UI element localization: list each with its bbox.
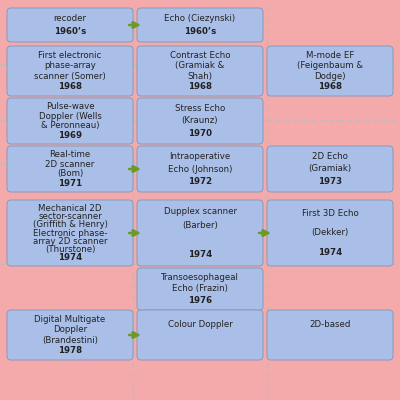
Text: Stress Echo: Stress Echo [175, 104, 225, 113]
FancyBboxPatch shape [267, 146, 393, 192]
Text: 1971: 1971 [58, 179, 82, 188]
Text: (Griffith & Henry): (Griffith & Henry) [32, 220, 108, 229]
Text: Colour Doppler: Colour Doppler [168, 320, 232, 329]
Text: Echo (Ciezynski): Echo (Ciezynski) [164, 14, 236, 23]
FancyBboxPatch shape [137, 98, 263, 144]
Text: 1973: 1973 [318, 177, 342, 186]
Text: Dupplex scanner: Dupplex scanner [164, 207, 236, 216]
Text: (Thurstone): (Thurstone) [45, 245, 95, 254]
Text: 1970: 1970 [188, 129, 212, 138]
FancyBboxPatch shape [7, 98, 133, 144]
Text: 1974: 1974 [58, 253, 82, 262]
FancyBboxPatch shape [267, 46, 393, 96]
FancyBboxPatch shape [267, 200, 393, 266]
Text: First electronic: First electronic [38, 51, 102, 60]
Text: sector-scanner: sector-scanner [38, 212, 102, 221]
Text: recoder: recoder [54, 14, 86, 23]
Text: (Gramiak): (Gramiak) [308, 164, 352, 174]
Text: (Barber): (Barber) [182, 221, 218, 230]
Text: 2D Echo: 2D Echo [312, 152, 348, 161]
FancyBboxPatch shape [7, 310, 133, 360]
Text: 1978: 1978 [58, 346, 82, 355]
Text: M-mode EF: M-mode EF [306, 51, 354, 60]
Text: 2D-based: 2D-based [309, 320, 351, 329]
Text: 1960’s: 1960’s [184, 27, 216, 36]
Text: (Dekker): (Dekker) [311, 228, 349, 238]
Text: Contrast Echo: Contrast Echo [170, 51, 230, 60]
Text: 1968: 1968 [318, 82, 342, 91]
Text: 1968: 1968 [58, 82, 82, 91]
Text: phase-array: phase-array [44, 61, 96, 70]
Text: Electronic phase-: Electronic phase- [33, 228, 107, 238]
FancyBboxPatch shape [137, 200, 263, 266]
Text: Digital Multigate: Digital Multigate [34, 315, 106, 324]
Text: Real-time: Real-time [49, 150, 91, 159]
FancyBboxPatch shape [7, 8, 133, 42]
Text: 1968: 1968 [188, 82, 212, 91]
Text: 1972: 1972 [188, 177, 212, 186]
Text: Transoesophageal: Transoesophageal [161, 273, 239, 282]
Text: Echo (Johnson): Echo (Johnson) [168, 164, 232, 174]
Text: 2D scanner: 2D scanner [45, 160, 95, 169]
Text: (Feigenbaum &: (Feigenbaum & [297, 61, 363, 70]
Text: Pulse-wave: Pulse-wave [46, 102, 94, 111]
Text: Intraoperative: Intraoperative [169, 152, 231, 161]
FancyBboxPatch shape [7, 200, 133, 266]
FancyBboxPatch shape [267, 310, 393, 360]
Text: array 2D scanner: array 2D scanner [33, 237, 107, 246]
Text: (Bom): (Bom) [57, 169, 83, 178]
FancyBboxPatch shape [137, 8, 263, 42]
Text: 1976: 1976 [188, 296, 212, 305]
FancyBboxPatch shape [7, 46, 133, 96]
Text: 1974: 1974 [188, 250, 212, 259]
Text: 1960’s: 1960’s [54, 27, 86, 36]
Text: (Brandestini): (Brandestini) [42, 336, 98, 345]
Text: Mechanical 2D: Mechanical 2D [38, 204, 102, 213]
Text: & Peronneau): & Peronneau) [41, 121, 99, 130]
Text: Echo (Frazin): Echo (Frazin) [172, 284, 228, 294]
FancyBboxPatch shape [137, 146, 263, 192]
Text: scanner (Somer): scanner (Somer) [34, 72, 106, 81]
Text: Dodge): Dodge) [314, 72, 346, 81]
Text: Doppler: Doppler [53, 325, 87, 334]
Text: (Kraunz): (Kraunz) [182, 116, 218, 126]
Text: Shah): Shah) [188, 72, 212, 81]
Text: Doppler (Wells: Doppler (Wells [38, 112, 102, 121]
Text: 1974: 1974 [318, 248, 342, 257]
FancyBboxPatch shape [137, 268, 263, 310]
Text: 1969: 1969 [58, 131, 82, 140]
FancyBboxPatch shape [137, 46, 263, 96]
FancyBboxPatch shape [137, 310, 263, 360]
FancyBboxPatch shape [7, 146, 133, 192]
Text: (Gramiak &: (Gramiak & [175, 61, 225, 70]
Text: First 3D Echo: First 3D Echo [302, 209, 358, 218]
